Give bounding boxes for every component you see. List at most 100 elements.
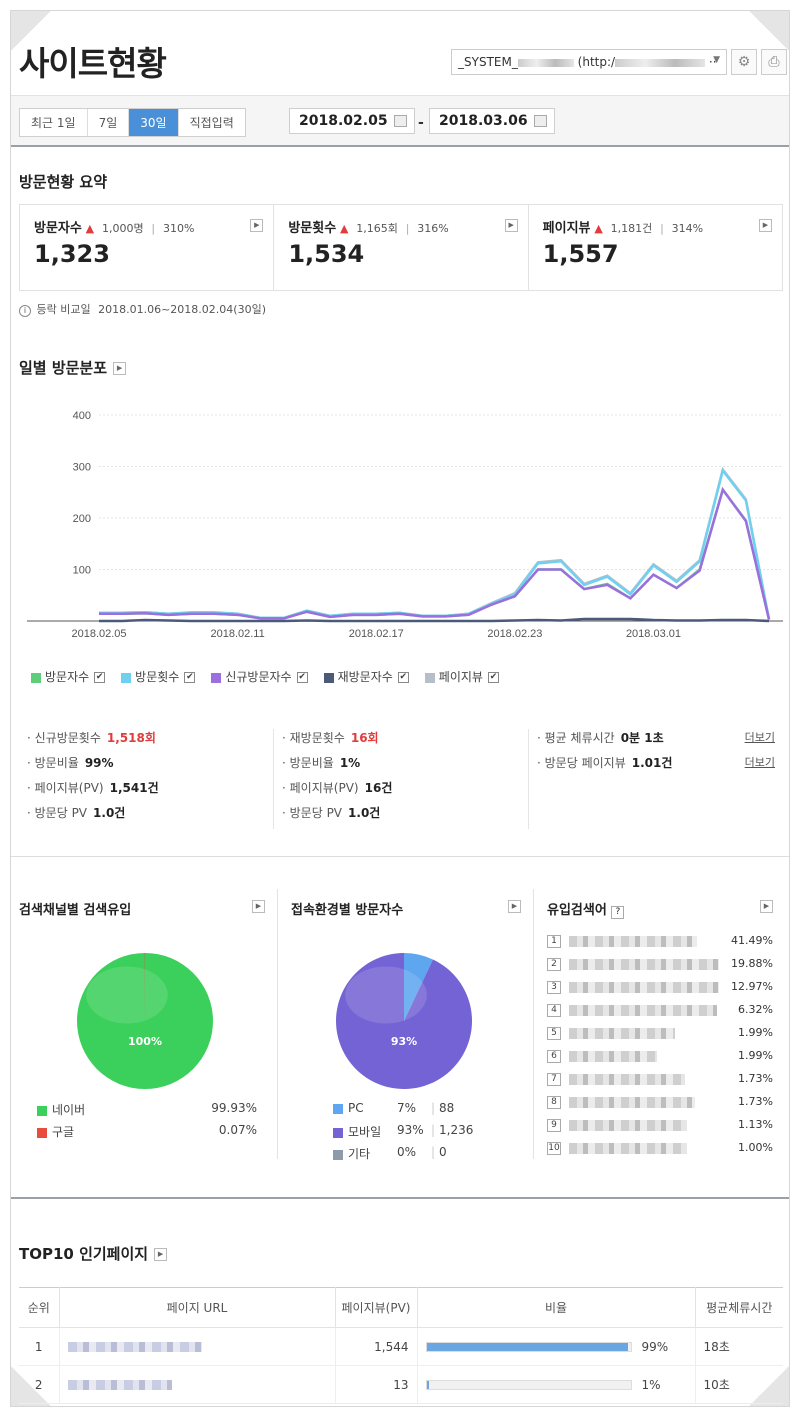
keyword-row[interactable]: 6 1.99% [547, 1048, 773, 1071]
x-tick-label: 2018.02.17 [349, 628, 404, 640]
keyword-pct: 1.13% [738, 1118, 773, 1131]
stat-row: · 방문비율 1% [282, 756, 361, 770]
checkbox[interactable]: ✔ [487, 672, 499, 683]
play-icon[interactable]: ▶ [508, 900, 521, 913]
legend-swatch [37, 1105, 47, 1116]
header: 사이트현황 _SYSTEM_ (http:/ ·· ▼ ⚙ ⎙ [11, 11, 789, 95]
keyword-row[interactable]: 8 1.73% [547, 1094, 773, 1117]
divider: | [431, 1123, 436, 1137]
keywords-title: 유입검색어 [547, 903, 607, 918]
tab-7days[interactable]: 7일 [88, 109, 130, 136]
print-button[interactable]: ⎙ [761, 49, 787, 75]
play-icon[interactable]: ▶ [504, 219, 518, 232]
keyword-row[interactable]: 9 1.13% [547, 1117, 773, 1140]
divider: | [431, 1145, 436, 1159]
tab-1day[interactable]: 최근 1일 [20, 109, 88, 136]
end-date-input[interactable]: 2018.03.06 [429, 108, 555, 134]
legend-swatch [333, 1149, 343, 1160]
legend-item[interactable]: 신규방문자수 ✔ [211, 668, 308, 685]
keyword-pct: 1.99% [738, 1026, 773, 1039]
col-duration: 평균체류시간 [695, 1287, 783, 1328]
legend-item[interactable]: 방문자수 ✔ [31, 668, 106, 685]
more-link[interactable]: 더보기 [744, 731, 775, 744]
checkbox[interactable]: ✔ [397, 672, 409, 683]
summary-delta: 1,165회 [356, 222, 398, 235]
row-url[interactable] [59, 1327, 336, 1366]
stat-row: · 재방문횟수 16회 [282, 731, 379, 745]
row-rank: 1 [19, 1327, 60, 1366]
ratio-bar-fill [426, 1381, 429, 1389]
checkbox[interactable]: ✔ [94, 672, 106, 683]
blurred-url[interactable] [67, 1342, 202, 1352]
daily-chart: 400 300 200 100 2018.02.05 2018.02.11 2018.02.… [11, 401, 789, 641]
table-row: 2 13 1% 10초 [19, 1365, 783, 1404]
keywords-panel: 유입검색어 ? ▶ 1 41.49% 2 19.88% 3 12.97% 4 6.32%… [547, 899, 773, 1159]
play-icon[interactable]: ▶ [760, 900, 773, 913]
tab-30days[interactable]: 30일 [129, 109, 179, 136]
more-link[interactable]: 더보기 [744, 756, 775, 769]
summary-cards: 방문자수 ▲ 1,000명 | 310% 1,323 ▶ 방문횟수 ▲ 1,16… [19, 204, 783, 291]
compare-range: 2018.01.06~2018.02.04(30일) [98, 303, 266, 316]
keyword-rank: 7 [547, 1073, 561, 1086]
checkbox[interactable]: ✔ [296, 672, 308, 683]
stat-label: 방문비율 [289, 756, 334, 770]
checkbox[interactable]: ✔ [184, 672, 196, 683]
keyword-row[interactable]: 4 6.32% [547, 1002, 773, 1025]
col-ratio: 비율 [417, 1287, 696, 1328]
keyword-row[interactable]: 1 41.49% [547, 933, 773, 956]
keyword-row[interactable]: 2 19.88% [547, 956, 773, 979]
keyword-rank: 5 [547, 1027, 561, 1040]
top10-title-text: TOP10 인기페이지 [19, 1245, 149, 1263]
site-select[interactable]: _SYSTEM_ (http:/ ·· ▼ [451, 49, 727, 75]
chart-legend: 방문자수 ✔ 방문횟수 ✔ 신규방문자수 ✔ 재방문자수 ✔ 페이지뷰 ✔ [31, 668, 499, 685]
summary-title: 방문현황 요약 [19, 173, 108, 191]
stat-row: · 방문비율 99% [27, 756, 114, 770]
daily-title: 일별 방문분포 ▶ [19, 357, 127, 378]
legend-item[interactable]: 방문횟수 ✔ [121, 668, 196, 685]
calendar-icon[interactable] [534, 115, 547, 127]
play-icon[interactable]: ▶ [758, 219, 772, 232]
summary-label: 방문횟수 [288, 221, 337, 236]
summary-card-visits: 방문횟수 ▲ 1,165회 | 316% 1,534 ▶ [274, 205, 529, 290]
row-url[interactable] [59, 1365, 336, 1404]
divider: | [405, 222, 410, 235]
play-icon[interactable]: ▶ [250, 219, 264, 232]
play-icon[interactable]: ▶ [154, 1248, 168, 1261]
divider [11, 856, 789, 857]
visit-stats: · 신규방문횟수 1,518회 · 방문비율 99% · 페이지뷰(PV) 1,541… [19, 729, 783, 829]
legend-row: 구글 0.07% [37, 1123, 257, 1145]
help-icon[interactable]: ? [611, 906, 625, 919]
keyword-rank: 2 [547, 958, 561, 971]
return-visit-stats: · 재방문횟수 16회 · 방문비율 1% · 페이지뷰(PV) 16건 · 방문당 … [274, 729, 529, 829]
series-line [99, 467, 771, 620]
keyword-rank: 8 [547, 1096, 561, 1109]
play-icon[interactable]: ▶ [113, 362, 127, 375]
start-date-input[interactable]: 2018.02.05 [289, 108, 415, 134]
summary-pct: 314% [671, 222, 704, 235]
keyword-row[interactable]: 3 12.97% [547, 979, 773, 1002]
y-tick-label: 200 [73, 513, 91, 525]
site-select-prefix: _SYSTEM_ [458, 55, 518, 69]
blurred-url[interactable] [67, 1380, 172, 1390]
ratio-text: 1% [641, 1377, 661, 1392]
calendar-icon[interactable] [394, 115, 407, 127]
keyword-row[interactable]: 5 1.99% [547, 1025, 773, 1048]
blurred-keyword [569, 1005, 717, 1016]
device-pie: 93% [335, 953, 472, 1089]
settings-button[interactable]: ⚙ [731, 49, 757, 75]
keyword-row[interactable]: 10 1.00% [547, 1140, 773, 1163]
legend-item[interactable]: 페이지뷰 ✔ [424, 668, 499, 685]
legend-label: 방문횟수 [135, 670, 180, 684]
play-icon[interactable]: ▶ [252, 900, 265, 913]
summary-label: 페이지뷰 [542, 221, 591, 236]
summary-card-visitors: 방문자수 ▲ 1,000명 | 310% 1,323 ▶ [20, 205, 275, 290]
keyword-row[interactable]: 7 1.73% [547, 1071, 773, 1094]
blurred-keyword [569, 1143, 687, 1154]
legend-swatch [37, 1127, 47, 1138]
panel-title: 접속환경별 방문자수 [291, 903, 404, 918]
legend-item[interactable]: 재방문자수 ✔ [323, 668, 409, 685]
page-corner [11, 11, 51, 51]
col-pv: 페이지뷰(PV) [335, 1287, 418, 1328]
pie-slice [404, 953, 433, 1021]
tab-custom[interactable]: 직접입력 [189, 116, 234, 130]
